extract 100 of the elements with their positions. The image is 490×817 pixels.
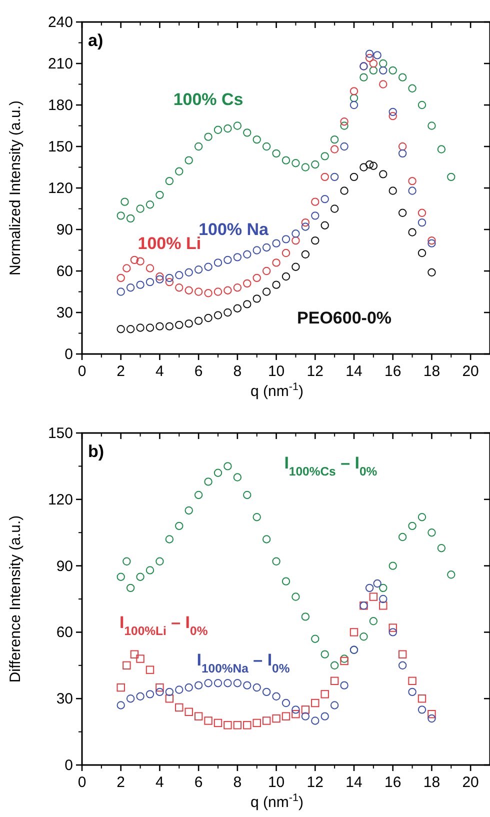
point: [184, 708, 193, 716]
point: [224, 679, 232, 688]
point: [350, 100, 358, 110]
point: [292, 710, 300, 718]
point: [130, 256, 139, 264]
point: [175, 271, 184, 280]
point: [379, 66, 388, 75]
point: [224, 721, 232, 730]
text: I$_{100%Cs}$ – I$_{0%}$: [284, 453, 378, 478]
point: [301, 218, 310, 227]
point: [408, 186, 416, 195]
point: [214, 126, 222, 134]
point: [243, 300, 252, 308]
point: [272, 239, 280, 248]
point: [146, 666, 154, 674]
point: [428, 236, 436, 245]
point: [301, 612, 310, 621]
x-tick-label: 18: [423, 774, 440, 791]
point: [388, 66, 397, 75]
point: [408, 176, 416, 186]
point: [116, 701, 125, 710]
point: [136, 204, 144, 213]
point: [282, 712, 290, 720]
point: [224, 256, 232, 264]
point: [320, 221, 329, 230]
x-axis-title: q (nm$^{-1}$): [250, 792, 304, 811]
point: [116, 325, 125, 334]
point: [243, 681, 252, 690]
x-tick-label: 20: [462, 363, 479, 380]
y-tick-label: 240: [48, 14, 73, 31]
point: [388, 112, 397, 120]
point: [398, 532, 407, 542]
series-label: I$_{100%Li}$ – I$_{0%}$: [119, 612, 208, 638]
point: [252, 294, 261, 303]
point: [350, 628, 358, 636]
point: [369, 66, 378, 75]
point: [365, 160, 374, 169]
point: [130, 650, 139, 658]
point: [418, 513, 426, 522]
x-tick-label: 0: [78, 363, 86, 380]
point: [194, 316, 203, 325]
point: [243, 721, 252, 730]
point: [320, 650, 329, 658]
x-tick-label: 8: [233, 774, 242, 791]
point: [388, 628, 397, 636]
point: [350, 94, 358, 102]
point: [360, 632, 368, 641]
point: [379, 170, 388, 178]
x-tick-label: 6: [194, 363, 203, 380]
point: [194, 490, 203, 500]
point: [165, 694, 174, 703]
point: [282, 577, 290, 586]
x-tick-label: 18: [423, 363, 440, 380]
point: [292, 159, 300, 168]
point: [214, 468, 222, 477]
point: [282, 698, 290, 708]
point: [184, 268, 193, 276]
point: [398, 208, 407, 217]
point: [262, 142, 271, 151]
point: [184, 506, 193, 515]
point: [340, 654, 348, 663]
point: [136, 692, 144, 700]
point: [233, 253, 242, 262]
annotation: b): [88, 442, 104, 461]
point: [252, 718, 261, 728]
point: [214, 258, 222, 267]
point: [350, 172, 358, 182]
point: [272, 714, 280, 723]
point: [175, 686, 184, 694]
point: [408, 228, 416, 236]
point: [340, 656, 348, 666]
point: [292, 230, 300, 238]
point: [233, 679, 242, 688]
point: [272, 280, 280, 289]
point: [243, 490, 252, 500]
point: [398, 661, 407, 670]
point: [214, 311, 222, 320]
point: [418, 218, 426, 227]
point: [136, 324, 144, 332]
point: [146, 264, 154, 272]
y-axis-title: Difference Intensity (a.u.): [7, 515, 24, 683]
point: [311, 212, 320, 220]
point: [379, 59, 388, 68]
y-tick-label: 180: [48, 97, 73, 114]
point: [418, 208, 426, 217]
point: [116, 274, 125, 282]
point: [116, 212, 125, 220]
point: [194, 681, 203, 690]
point: [398, 149, 407, 158]
point: [447, 570, 456, 579]
point: [320, 712, 329, 720]
point: [165, 322, 174, 330]
point: [369, 59, 378, 68]
x-tick-label: 0: [78, 774, 86, 791]
point: [340, 186, 348, 195]
point: [373, 51, 382, 60]
point: [365, 584, 374, 592]
point: [156, 557, 164, 566]
point: [165, 278, 174, 286]
point: [428, 714, 436, 723]
